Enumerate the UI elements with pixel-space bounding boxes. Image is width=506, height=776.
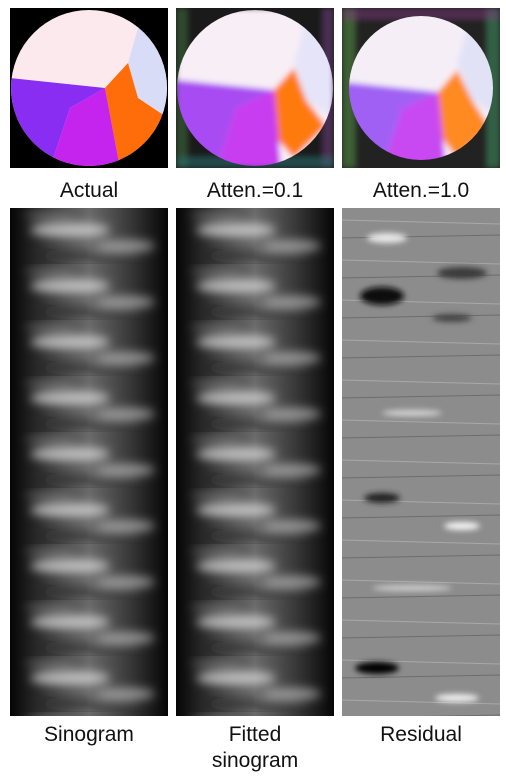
panel-label: Sinogram <box>44 723 134 746</box>
panel-label: Actual <box>59 179 119 202</box>
panel-label: Residual <box>380 723 462 746</box>
residual-image <box>342 208 500 716</box>
sinogram-image <box>10 208 168 716</box>
atten-01-image <box>176 8 334 168</box>
panel-label: Atten.=1.0 <box>372 179 470 202</box>
atten-10-image <box>342 8 500 168</box>
actual-image <box>10 8 168 168</box>
panel-label: Atten.=0.1 <box>206 179 304 202</box>
panel-label: Fitted sinogram <box>211 723 299 772</box>
fitted-sinogram-image <box>176 208 334 716</box>
